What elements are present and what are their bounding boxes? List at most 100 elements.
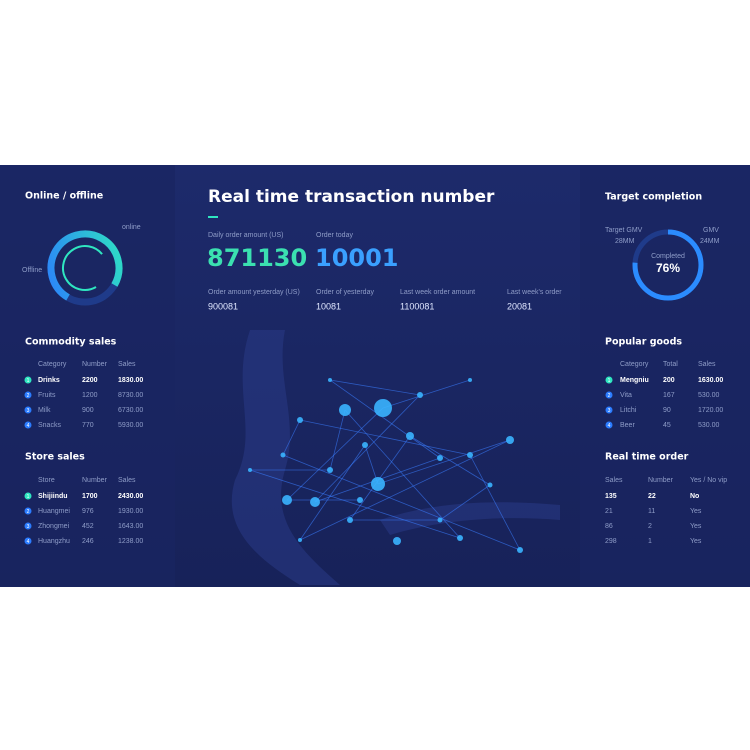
stat-value: 10081 <box>316 301 341 311</box>
table-cell: 1643.00 <box>118 523 143 530</box>
map-route <box>286 407 384 501</box>
map-node <box>406 432 414 440</box>
rank: 1 <box>608 378 611 384</box>
stat-label: Order of yesterday <box>316 289 374 296</box>
rank-badge <box>24 492 32 500</box>
rank: 4 <box>27 539 30 545</box>
map-node <box>437 517 443 523</box>
map-node <box>362 442 368 448</box>
table-cell: 21 <box>605 508 613 515</box>
table-cell: 1830.00 <box>118 377 143 384</box>
map-route <box>329 379 421 396</box>
right-panel <box>580 165 750 587</box>
table-cell: 200 <box>663 377 675 384</box>
table-cell: 6730.00 <box>118 407 143 414</box>
section-title: Store sales <box>25 452 85 463</box>
rank: 3 <box>608 408 611 414</box>
map-route <box>409 435 491 486</box>
donut-arc <box>47 230 123 306</box>
table-cell: 86 <box>605 523 613 530</box>
map-route <box>299 419 471 456</box>
label: Target GMV <box>605 227 643 234</box>
legend-label: Offline <box>22 267 42 274</box>
map-node <box>298 538 302 542</box>
rank-badge <box>605 391 613 399</box>
rank-badge <box>24 522 32 530</box>
map-node <box>347 517 353 523</box>
table-cell: 1 <box>648 538 652 545</box>
table-cell: Huangzhu <box>38 538 70 545</box>
table-header: Category <box>620 361 649 368</box>
map-node <box>297 417 303 423</box>
table-header: Number <box>648 477 674 484</box>
stat-label: Last week order amount <box>400 289 475 296</box>
rank-badge <box>24 376 32 384</box>
table-cell: 2430.00 <box>118 493 143 500</box>
table-header: Number <box>82 361 108 368</box>
table-cell: 135 <box>605 493 617 500</box>
table-cell: Shijiindu <box>38 493 68 500</box>
map <box>231 330 560 585</box>
rank: 2 <box>27 509 30 515</box>
table-cell: Fruits <box>38 392 56 399</box>
map-route <box>314 394 421 503</box>
label: 24MM <box>700 238 720 245</box>
rank: 3 <box>27 524 30 530</box>
table-cell: Huangmei <box>38 508 70 515</box>
table-cell: 1700 <box>82 493 98 500</box>
table-cell: Snacks <box>38 422 61 429</box>
stat-value: 900081 <box>208 301 238 311</box>
rank-badge <box>24 391 32 399</box>
rank: 1 <box>27 494 30 500</box>
map-node <box>248 468 252 472</box>
table-cell: 90 <box>663 407 671 414</box>
table-cell: Vita <box>620 392 632 399</box>
main-title: Real time transaction number <box>208 187 495 207</box>
table-cell: 298 <box>605 538 617 545</box>
map-route <box>469 454 521 551</box>
rank: 1 <box>27 378 30 384</box>
map-route <box>329 409 346 471</box>
rank-badge <box>605 421 613 429</box>
metric-label: Order today <box>316 232 353 239</box>
table-cell: Beer <box>620 422 635 429</box>
table-cell: 167 <box>663 392 675 399</box>
table-cell: 452 <box>82 523 94 530</box>
rank-badge <box>24 507 32 515</box>
table-cell: 770 <box>82 422 94 429</box>
table-cell: 45 <box>663 422 671 429</box>
map-node <box>282 495 292 505</box>
table-header: Category <box>38 361 67 368</box>
map-node <box>310 497 320 507</box>
table-header: Sales <box>698 361 716 368</box>
map-node <box>517 547 523 553</box>
percent: 76% <box>656 261 680 275</box>
table-cell: 246 <box>82 538 94 545</box>
map-node <box>280 452 286 458</box>
map-node <box>371 477 385 491</box>
map-route <box>382 379 471 409</box>
legend-label: online <box>122 224 141 231</box>
table-cell: 976 <box>82 508 94 515</box>
stat-value: 20081 <box>507 301 532 311</box>
ring-progress <box>632 229 704 301</box>
table-cell: 22 <box>648 493 656 500</box>
map-route <box>299 439 511 541</box>
stat-label: Last week's order <box>507 289 562 296</box>
table-cell: 1630.00 <box>698 377 723 384</box>
table-cell: 1238.00 <box>118 538 143 545</box>
section-title: Commodity sales <box>25 337 117 348</box>
rank: 2 <box>608 393 611 399</box>
table-cell: 2200 <box>82 377 98 384</box>
rank: 2 <box>27 393 30 399</box>
map-route <box>282 419 301 456</box>
table-header: Store <box>38 477 55 484</box>
table-header: Yes / No vip <box>690 477 727 484</box>
map-node <box>467 452 473 458</box>
section-title: Online / offline <box>25 191 103 202</box>
stat-label: Order amount yesterday (US) <box>208 289 300 296</box>
map-node <box>437 455 443 461</box>
table-cell: 530.00 <box>698 392 720 399</box>
map-node <box>374 399 392 417</box>
